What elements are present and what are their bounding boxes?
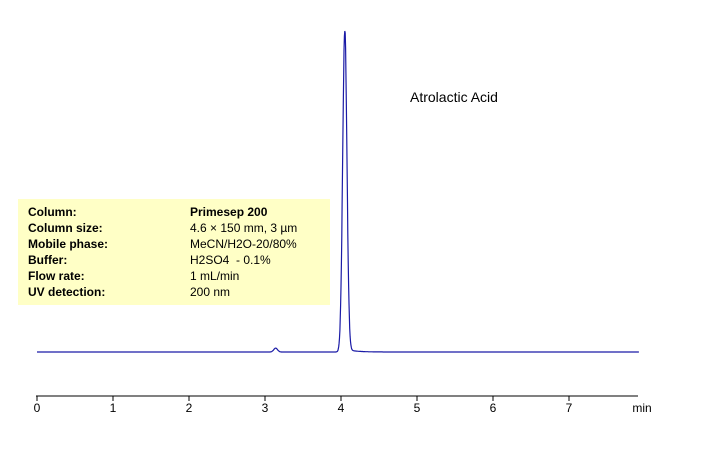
x-tick-label: 6 [490, 401, 497, 415]
x-tick-label: 2 [186, 401, 193, 415]
x-axis-unit-label: min [632, 401, 651, 415]
info-row-buffer: Buffer: H2SO4 - 0.1% [28, 253, 328, 269]
info-label: Mobile phase: [28, 237, 109, 251]
info-row-uv-detection: UV detection: 200 nm [28, 285, 328, 301]
x-tick-label: 1 [110, 401, 117, 415]
chromatogram-trace [37, 30, 639, 353]
info-row-column-size: Column size: 4.6 × 150 mm, 3 µm [28, 221, 328, 237]
x-tick-label: 7 [566, 401, 573, 415]
info-value: 1 mL/min [190, 269, 240, 283]
peak-label-atrolactic-acid: Atrolactic Acid [410, 89, 498, 105]
x-tick-label: 5 [414, 401, 421, 415]
info-value: Primesep 200 [190, 205, 268, 219]
info-label: Column size: [28, 221, 103, 235]
info-row-flow-rate: Flow rate: 1 mL/min [28, 269, 328, 285]
x-tick-label: 0 [34, 401, 41, 415]
x-tick-label: 3 [262, 401, 269, 415]
info-value: 200 nm [190, 285, 231, 299]
info-label: UV detection: [28, 285, 106, 299]
method-info-box: Column: Primesep 200 Column size: 4.6 × … [18, 199, 330, 305]
info-label: Column: [28, 205, 77, 219]
info-label: Buffer: [28, 253, 68, 267]
info-row-mobile-phase: Mobile phase: MeCN/H2O-20/80% [28, 237, 328, 253]
info-value: H2SO4 - 0.1% [190, 253, 271, 267]
info-value: MeCN/H2O-20/80% [190, 237, 297, 251]
x-tick-label: 4 [338, 401, 345, 415]
info-row-column: Column: Primesep 200 [28, 205, 328, 221]
info-value: 4.6 × 150 mm, 3 µm [190, 221, 298, 235]
x-axis-ticks: 0 1 2 3 4 5 6 7 min [34, 396, 652, 415]
info-label: Flow rate: [28, 269, 85, 283]
